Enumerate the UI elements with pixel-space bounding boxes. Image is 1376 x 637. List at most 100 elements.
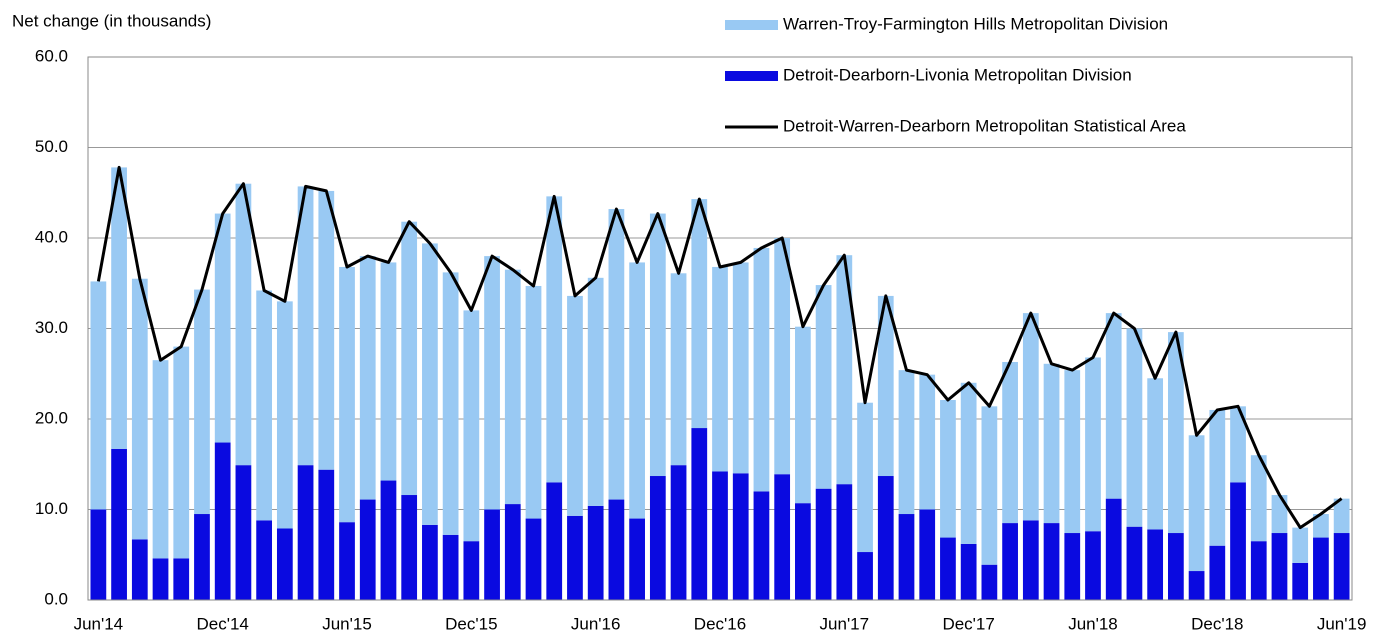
bar bbox=[1064, 370, 1081, 534]
bar bbox=[422, 524, 438, 600]
bar bbox=[276, 528, 293, 600]
bar bbox=[815, 488, 832, 600]
bar bbox=[732, 473, 749, 600]
legend-swatch bbox=[725, 71, 778, 81]
bar bbox=[753, 491, 770, 600]
bar bbox=[1209, 409, 1226, 546]
bar bbox=[318, 190, 335, 470]
bar bbox=[1292, 527, 1309, 563]
bar bbox=[463, 541, 480, 600]
bar bbox=[194, 289, 210, 515]
bar bbox=[380, 480, 397, 600]
bar bbox=[567, 515, 583, 600]
x-tick-label: Dec'18 bbox=[1191, 614, 1243, 633]
x-tick-label: Jun'19 bbox=[1317, 614, 1367, 633]
bar bbox=[297, 465, 314, 600]
bar bbox=[1022, 520, 1039, 600]
bar bbox=[173, 558, 190, 600]
bar bbox=[1313, 514, 1329, 538]
bar bbox=[1167, 332, 1184, 534]
bar bbox=[504, 504, 521, 600]
x-tick-label: Dec'17 bbox=[942, 614, 994, 633]
bar bbox=[567, 295, 583, 516]
y-tick-label: 0.0 bbox=[44, 589, 68, 608]
bar bbox=[173, 346, 190, 559]
bar bbox=[1230, 406, 1246, 483]
bar bbox=[1188, 435, 1205, 572]
legend-label: Detroit-Warren-Dearborn Metropolitan Sta… bbox=[783, 116, 1186, 135]
bar bbox=[1313, 537, 1329, 600]
bar bbox=[546, 196, 563, 483]
legend-swatch bbox=[725, 20, 778, 30]
bar bbox=[152, 558, 169, 600]
x-tick-label: Jun'17 bbox=[820, 614, 870, 633]
bar bbox=[1085, 531, 1101, 600]
y-tick-label: 20.0 bbox=[35, 408, 68, 427]
x-tick-label: Jun'18 bbox=[1068, 614, 1118, 633]
bar bbox=[753, 247, 770, 492]
y-tick-label: 60.0 bbox=[35, 46, 68, 65]
bar bbox=[359, 499, 376, 600]
bar bbox=[90, 509, 107, 600]
bar bbox=[1333, 533, 1350, 600]
y-axis-label: Net change (in thousands) bbox=[12, 11, 211, 30]
bar bbox=[940, 537, 956, 600]
x-tick-label: Dec'15 bbox=[445, 614, 497, 633]
bar bbox=[712, 471, 728, 600]
bar bbox=[1085, 357, 1101, 532]
bar bbox=[525, 518, 542, 600]
bar bbox=[131, 539, 148, 600]
y-tick-label: 40.0 bbox=[35, 227, 68, 246]
bar bbox=[836, 484, 853, 600]
bar bbox=[546, 482, 563, 600]
bar bbox=[857, 552, 873, 600]
bar bbox=[691, 199, 708, 429]
bar bbox=[504, 269, 521, 505]
bar bbox=[214, 442, 231, 600]
bar bbox=[152, 360, 169, 559]
bar bbox=[857, 402, 873, 553]
bar bbox=[1002, 523, 1018, 600]
bar bbox=[256, 520, 273, 600]
bar bbox=[587, 505, 604, 600]
bar bbox=[877, 476, 894, 600]
bar bbox=[1230, 482, 1246, 600]
bar bbox=[297, 186, 314, 466]
bar bbox=[1126, 526, 1143, 600]
bar bbox=[795, 326, 811, 504]
bar bbox=[525, 285, 542, 519]
bar bbox=[898, 514, 915, 600]
bar bbox=[339, 266, 355, 523]
line bbox=[96, 165, 1343, 530]
bar bbox=[111, 167, 127, 449]
bar bbox=[90, 281, 107, 510]
bar bbox=[877, 295, 894, 477]
bar bbox=[795, 503, 811, 600]
bar bbox=[981, 406, 998, 565]
legend-label: Warren-Troy-Farmington Hills Metropolita… bbox=[783, 14, 1168, 33]
bar bbox=[256, 290, 273, 521]
bar bbox=[401, 221, 418, 496]
bar bbox=[898, 370, 915, 515]
bar bbox=[339, 522, 355, 600]
bar bbox=[1209, 545, 1226, 600]
bar bbox=[670, 273, 687, 466]
bar bbox=[629, 518, 645, 600]
bar bbox=[1105, 313, 1122, 499]
bar bbox=[235, 465, 252, 600]
x-tick-label: Dec'14 bbox=[196, 614, 248, 633]
bar bbox=[836, 255, 853, 485]
bar bbox=[442, 534, 459, 600]
bar bbox=[1271, 495, 1288, 534]
bar bbox=[1043, 523, 1060, 600]
bar bbox=[960, 382, 977, 544]
x-tick-label: Jun'15 bbox=[322, 614, 372, 633]
plot-frame bbox=[87, 56, 1353, 601]
bar bbox=[401, 495, 418, 600]
bar bbox=[608, 499, 625, 600]
bar bbox=[1147, 378, 1164, 530]
bar bbox=[649, 213, 666, 477]
bar bbox=[608, 209, 625, 500]
bar bbox=[422, 243, 438, 525]
